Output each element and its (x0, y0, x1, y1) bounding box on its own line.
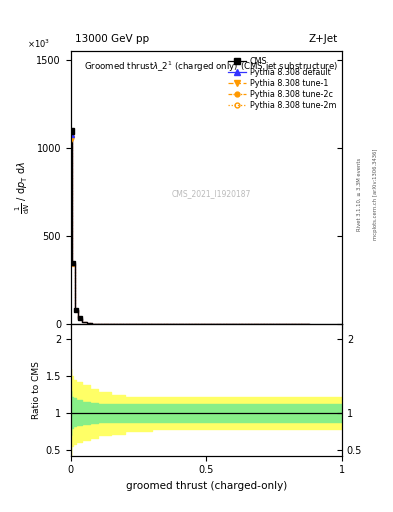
Text: Groomed thrust$\lambda\_2^1$ (charged only) (CMS jet substructure): Groomed thrust$\lambda\_2^1$ (charged on… (84, 59, 338, 74)
Text: Rivet 3.1.10, ≥ 3.3M events: Rivet 3.1.10, ≥ 3.3M events (357, 158, 362, 231)
Text: mcplots.cern.ch [arXiv:1306.3436]: mcplots.cern.ch [arXiv:1306.3436] (373, 149, 378, 240)
Text: CMS_2021_I1920187: CMS_2021_I1920187 (172, 189, 252, 198)
Text: $\times10^3$: $\times10^3$ (28, 38, 50, 51)
Text: Z+Jet: Z+Jet (309, 34, 338, 44)
Text: 13000 GeV pp: 13000 GeV pp (75, 34, 149, 44)
Y-axis label: Ratio to CMS: Ratio to CMS (33, 361, 42, 419)
X-axis label: groomed thrust (charged-only): groomed thrust (charged-only) (126, 481, 287, 491)
Y-axis label: $\frac{1}{\mathrm{d}N}\ /\ \mathrm{d}p_\mathrm{T}\ \mathrm{d}\lambda$: $\frac{1}{\mathrm{d}N}\ /\ \mathrm{d}p_\… (14, 161, 32, 215)
Legend: CMS, Pythia 8.308 default, Pythia 8.308 tune-1, Pythia 8.308 tune-2c, Pythia 8.3: CMS, Pythia 8.308 default, Pythia 8.308 … (226, 55, 338, 112)
